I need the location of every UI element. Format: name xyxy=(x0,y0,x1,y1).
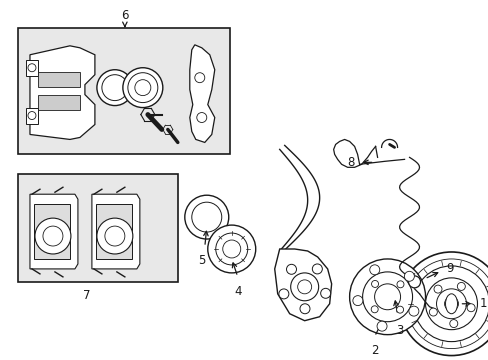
Circle shape xyxy=(320,288,330,298)
Circle shape xyxy=(396,306,403,313)
Bar xyxy=(26,108,38,123)
Circle shape xyxy=(104,226,124,246)
Circle shape xyxy=(278,289,288,299)
Circle shape xyxy=(399,252,488,356)
Circle shape xyxy=(376,321,386,331)
Circle shape xyxy=(374,284,400,310)
Bar xyxy=(38,72,80,87)
Text: 1: 1 xyxy=(479,297,486,310)
Circle shape xyxy=(408,276,420,288)
Circle shape xyxy=(215,233,247,265)
Bar xyxy=(18,174,178,282)
Circle shape xyxy=(223,240,240,258)
Polygon shape xyxy=(274,249,331,321)
Circle shape xyxy=(196,113,206,122)
Circle shape xyxy=(413,266,488,342)
Polygon shape xyxy=(30,194,78,269)
Circle shape xyxy=(297,280,311,294)
Circle shape xyxy=(102,75,127,100)
Polygon shape xyxy=(30,46,95,139)
Circle shape xyxy=(35,218,71,254)
Circle shape xyxy=(28,112,36,120)
Bar xyxy=(38,95,80,109)
Polygon shape xyxy=(189,45,214,143)
Circle shape xyxy=(371,280,378,287)
Circle shape xyxy=(299,304,309,314)
Circle shape xyxy=(97,70,133,105)
Circle shape xyxy=(433,285,441,293)
Circle shape xyxy=(43,226,63,246)
Text: 8: 8 xyxy=(346,156,354,169)
Circle shape xyxy=(352,296,362,306)
Circle shape xyxy=(449,320,457,328)
Circle shape xyxy=(466,304,474,312)
Text: 7: 7 xyxy=(83,289,90,302)
Circle shape xyxy=(396,281,403,288)
Ellipse shape xyxy=(445,294,457,314)
Circle shape xyxy=(127,73,158,103)
Circle shape xyxy=(404,271,413,281)
Text: 3: 3 xyxy=(395,324,403,337)
Circle shape xyxy=(444,297,458,311)
Circle shape xyxy=(286,264,296,274)
Circle shape xyxy=(369,265,379,275)
Bar xyxy=(34,204,70,259)
Text: 9: 9 xyxy=(446,262,453,275)
Text: 4: 4 xyxy=(234,285,241,298)
Circle shape xyxy=(290,273,318,301)
Circle shape xyxy=(408,306,418,316)
Circle shape xyxy=(135,80,150,96)
Circle shape xyxy=(28,64,36,72)
Text: 6: 6 xyxy=(121,9,128,22)
Circle shape xyxy=(122,68,163,108)
Bar xyxy=(96,204,132,259)
Circle shape xyxy=(191,202,222,232)
Circle shape xyxy=(194,73,204,83)
Circle shape xyxy=(349,259,425,335)
Circle shape xyxy=(97,218,133,254)
Circle shape xyxy=(456,283,465,291)
Bar xyxy=(18,28,229,154)
Circle shape xyxy=(428,308,436,316)
Circle shape xyxy=(406,259,488,348)
Circle shape xyxy=(436,289,466,319)
Circle shape xyxy=(425,278,476,330)
Text: 2: 2 xyxy=(370,343,378,357)
Polygon shape xyxy=(92,194,140,269)
Text: 5: 5 xyxy=(198,254,205,267)
Bar xyxy=(26,60,38,76)
Circle shape xyxy=(184,195,228,239)
Circle shape xyxy=(207,225,255,273)
Circle shape xyxy=(312,264,322,274)
Circle shape xyxy=(362,272,412,322)
Circle shape xyxy=(370,306,377,313)
